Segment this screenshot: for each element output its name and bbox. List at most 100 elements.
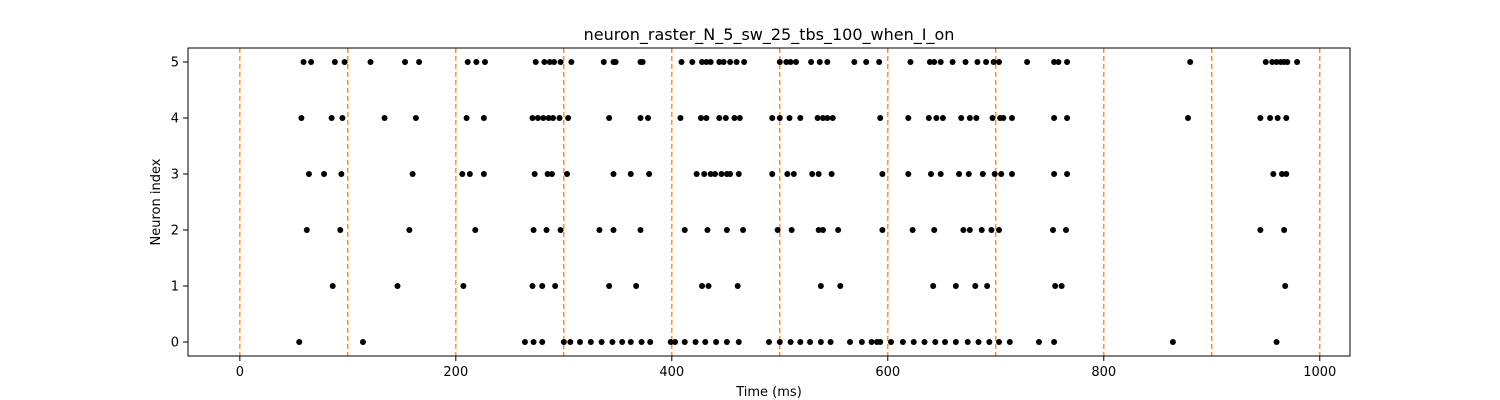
spike-point xyxy=(927,171,934,177)
spike-point xyxy=(966,115,973,121)
chart-title: neuron_raster_N_5_sw_25_tbs_100_when_I_o… xyxy=(584,25,955,45)
spike-point xyxy=(797,339,804,345)
spike-point xyxy=(577,339,584,345)
spike-point xyxy=(534,115,541,121)
spike-point xyxy=(532,59,539,65)
x-axis-label: Time (ms) xyxy=(735,385,802,400)
spike-point xyxy=(933,115,940,121)
spike-point xyxy=(788,227,795,233)
spike-point xyxy=(718,171,725,177)
spike-point xyxy=(990,59,997,65)
spike-point xyxy=(808,59,815,65)
spike-point xyxy=(550,115,557,121)
spike-point xyxy=(341,59,348,65)
spike-point xyxy=(1064,59,1071,65)
spike-point xyxy=(1055,59,1062,65)
spike-point xyxy=(1269,59,1276,65)
spike-point xyxy=(815,227,822,233)
spike-point xyxy=(1257,115,1264,121)
spike-point xyxy=(610,171,617,177)
spike-point xyxy=(1257,227,1264,233)
spike-point xyxy=(937,59,944,65)
spike-point xyxy=(991,171,998,177)
spike-point xyxy=(973,115,980,121)
spike-point xyxy=(409,171,416,177)
spike-point xyxy=(548,171,555,177)
spike-point xyxy=(984,283,991,289)
spike-point xyxy=(888,339,895,345)
spike-point xyxy=(828,171,835,177)
y-tick-label: 1 xyxy=(171,280,179,295)
spike-point xyxy=(965,171,972,177)
spike-point xyxy=(699,283,706,289)
spike-point xyxy=(530,227,537,233)
spike-point xyxy=(321,171,328,177)
spike-point xyxy=(776,339,783,345)
spike-point xyxy=(627,171,634,177)
spike-point xyxy=(877,115,884,121)
spike-point xyxy=(851,59,858,65)
spike-point xyxy=(909,227,916,233)
spike-point xyxy=(979,171,986,177)
spike-point xyxy=(966,227,973,233)
spike-point xyxy=(697,115,704,121)
spike-point xyxy=(792,59,799,65)
plot-area-frame xyxy=(187,47,1351,357)
spike-point xyxy=(480,115,487,121)
spike-point xyxy=(769,115,776,121)
spike-point xyxy=(930,283,937,289)
spike-point xyxy=(689,59,696,65)
spike-point xyxy=(472,227,479,233)
spike-point xyxy=(459,171,466,177)
spike-point xyxy=(817,339,824,345)
spike-point xyxy=(819,115,826,121)
spike-point xyxy=(910,339,917,345)
spike-point xyxy=(907,59,914,65)
spike-point xyxy=(639,59,646,65)
spike-point xyxy=(829,115,836,121)
spike-point xyxy=(1050,227,1057,233)
spike-point xyxy=(406,227,413,233)
spike-point xyxy=(931,227,938,233)
spike-point xyxy=(731,115,738,121)
spike-point xyxy=(1169,339,1176,345)
spike-point xyxy=(925,115,932,121)
spike-point xyxy=(596,227,603,233)
spike-point xyxy=(1273,59,1280,65)
spike-point xyxy=(722,115,729,121)
spike-point xyxy=(996,339,1003,345)
spike-point xyxy=(541,59,548,65)
spike-point xyxy=(786,115,793,121)
spike-point xyxy=(1274,115,1281,121)
spike-point xyxy=(1052,283,1059,289)
spike-point xyxy=(480,171,487,177)
spike-point xyxy=(402,59,409,65)
spike-point xyxy=(303,227,310,233)
spike-point xyxy=(956,171,963,177)
spike-point xyxy=(942,339,949,345)
spike-point xyxy=(412,115,419,121)
spike-point xyxy=(877,339,884,345)
spike-point xyxy=(1051,171,1058,177)
spike-point xyxy=(638,339,645,345)
spike-point xyxy=(703,59,710,65)
spike-point xyxy=(610,227,617,233)
spike-point xyxy=(769,171,776,177)
spike-point xyxy=(539,339,546,345)
spike-point xyxy=(824,59,831,65)
spike-point xyxy=(667,339,674,345)
x-axis-ticks: 0 200 400 600 800 1000 xyxy=(236,356,1336,380)
spike-point xyxy=(692,339,699,345)
x-tick-label: 200 xyxy=(443,365,468,380)
spike-point xyxy=(978,227,985,233)
spike-point xyxy=(846,339,853,345)
spike-point xyxy=(734,283,741,289)
spike-point xyxy=(712,171,719,177)
spike-point xyxy=(551,59,558,65)
spike-point xyxy=(473,59,480,65)
spike-point xyxy=(701,171,708,177)
trial-boundary-lines xyxy=(239,48,1321,356)
spike-point xyxy=(952,283,959,289)
spike-point xyxy=(733,59,740,65)
spike-point xyxy=(974,59,981,65)
